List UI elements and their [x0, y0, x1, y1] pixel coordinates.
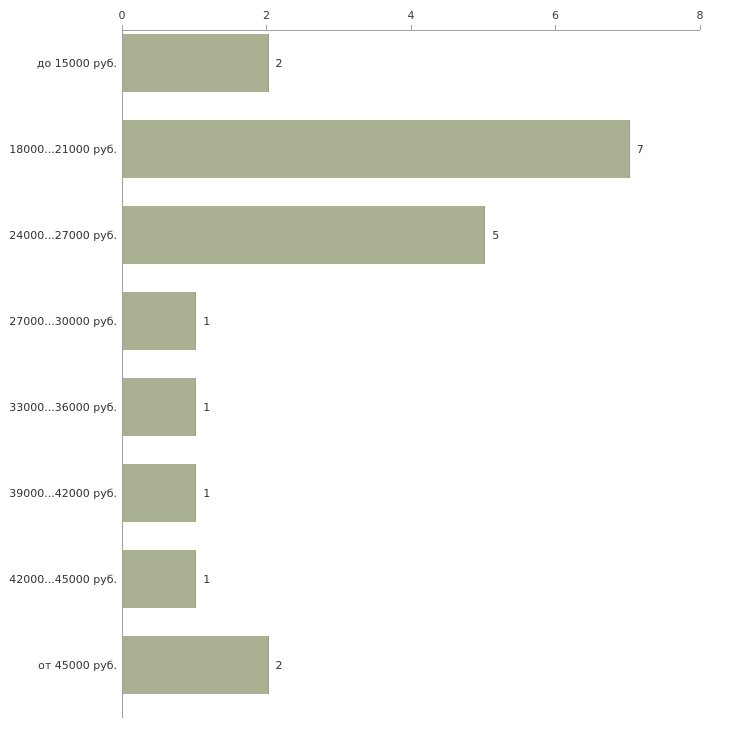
- bar-row: 24000...27000 руб. 5: [9, 203, 700, 289]
- value-label: 1: [203, 314, 211, 328]
- value-label: 2: [275, 56, 283, 70]
- x-axis-tick-mark: [555, 25, 556, 30]
- bar: [123, 636, 269, 694]
- value-label: 1: [203, 572, 211, 586]
- value-label: 2: [275, 658, 283, 672]
- bar: [123, 464, 197, 522]
- value-label: 7: [636, 142, 644, 156]
- bar-row: от 45000 руб. 2: [38, 633, 700, 719]
- value-label: 5: [492, 228, 500, 242]
- x-axis-tick-mark: [266, 25, 267, 30]
- x-axis-tick-label: 0: [118, 9, 126, 22]
- bar-row: до 15000 руб. 2: [37, 31, 700, 117]
- bar: [123, 292, 197, 350]
- x-axis-tick-label: 2: [263, 9, 270, 22]
- bar-row: 42000...45000 руб. 1: [9, 547, 700, 633]
- value-label: 1: [203, 486, 211, 500]
- bar: [123, 550, 197, 608]
- x-axis: 0 2 4 6 8: [119, 0, 704, 30]
- category-label: 39000...42000 руб.: [9, 486, 117, 500]
- bar-row: 27000...30000 руб. 1: [9, 289, 700, 375]
- value-label: 1: [203, 400, 211, 414]
- category-label: от 45000 руб.: [38, 658, 117, 672]
- bar: [123, 34, 269, 92]
- category-label: 24000...27000 руб.: [9, 228, 117, 242]
- category-label: 27000...30000 руб.: [9, 314, 117, 328]
- x-axis-tick-mark: [121, 25, 123, 30]
- bar-row: 39000...42000 руб. 1: [9, 461, 700, 547]
- x-axis-tick-label: 4: [407, 9, 415, 22]
- bar: [123, 120, 630, 178]
- bar-row: 33000...36000 руб. 1: [9, 375, 700, 461]
- bar-row: 18000...21000 руб. 7: [9, 117, 700, 203]
- x-axis-tick-label: 8: [696, 9, 704, 22]
- category-label: 18000...21000 руб.: [9, 142, 117, 156]
- plot-area: до 15000 руб. 2 18000...21000 руб. 7 24000..…: [9, 30, 700, 719]
- category-label: до 15000 руб.: [36, 56, 117, 70]
- x-axis-tick-mark: [699, 25, 701, 30]
- category-label: 33000...36000 руб.: [9, 400, 117, 414]
- bar: [123, 378, 197, 436]
- x-axis-tick-mark: [410, 25, 412, 30]
- category-label: 42000...45000 руб.: [9, 572, 117, 586]
- x-axis-tick-label: 6: [552, 9, 559, 22]
- bar: [123, 206, 486, 264]
